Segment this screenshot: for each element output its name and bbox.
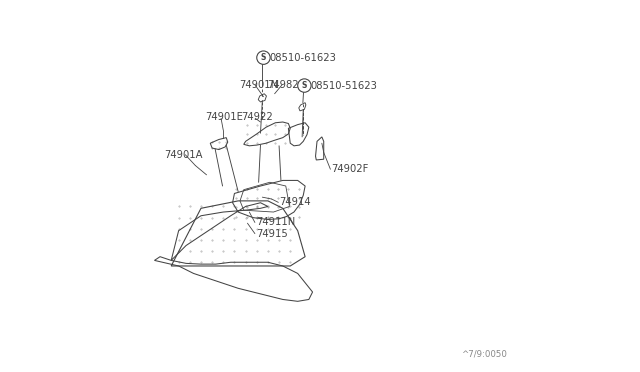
Text: 74901E: 74901E: [205, 112, 243, 122]
Circle shape: [298, 79, 311, 92]
Circle shape: [257, 51, 270, 64]
Text: S: S: [301, 81, 307, 90]
Text: 74914: 74914: [279, 198, 310, 207]
Text: 08510-61623: 08510-61623: [270, 53, 337, 62]
Text: 74902F: 74902F: [331, 164, 369, 174]
Text: 74922: 74922: [241, 112, 273, 122]
Text: 74915: 74915: [256, 229, 288, 238]
Text: S: S: [260, 53, 266, 62]
Text: 74911N: 74911N: [256, 218, 295, 227]
Text: 74901A: 74901A: [164, 150, 202, 160]
Text: 08510-51623: 08510-51623: [310, 81, 378, 90]
Text: 74901N: 74901N: [239, 80, 279, 90]
Text: ^7/9:0050: ^7/9:0050: [461, 350, 508, 359]
Text: 74982G: 74982G: [267, 80, 307, 90]
